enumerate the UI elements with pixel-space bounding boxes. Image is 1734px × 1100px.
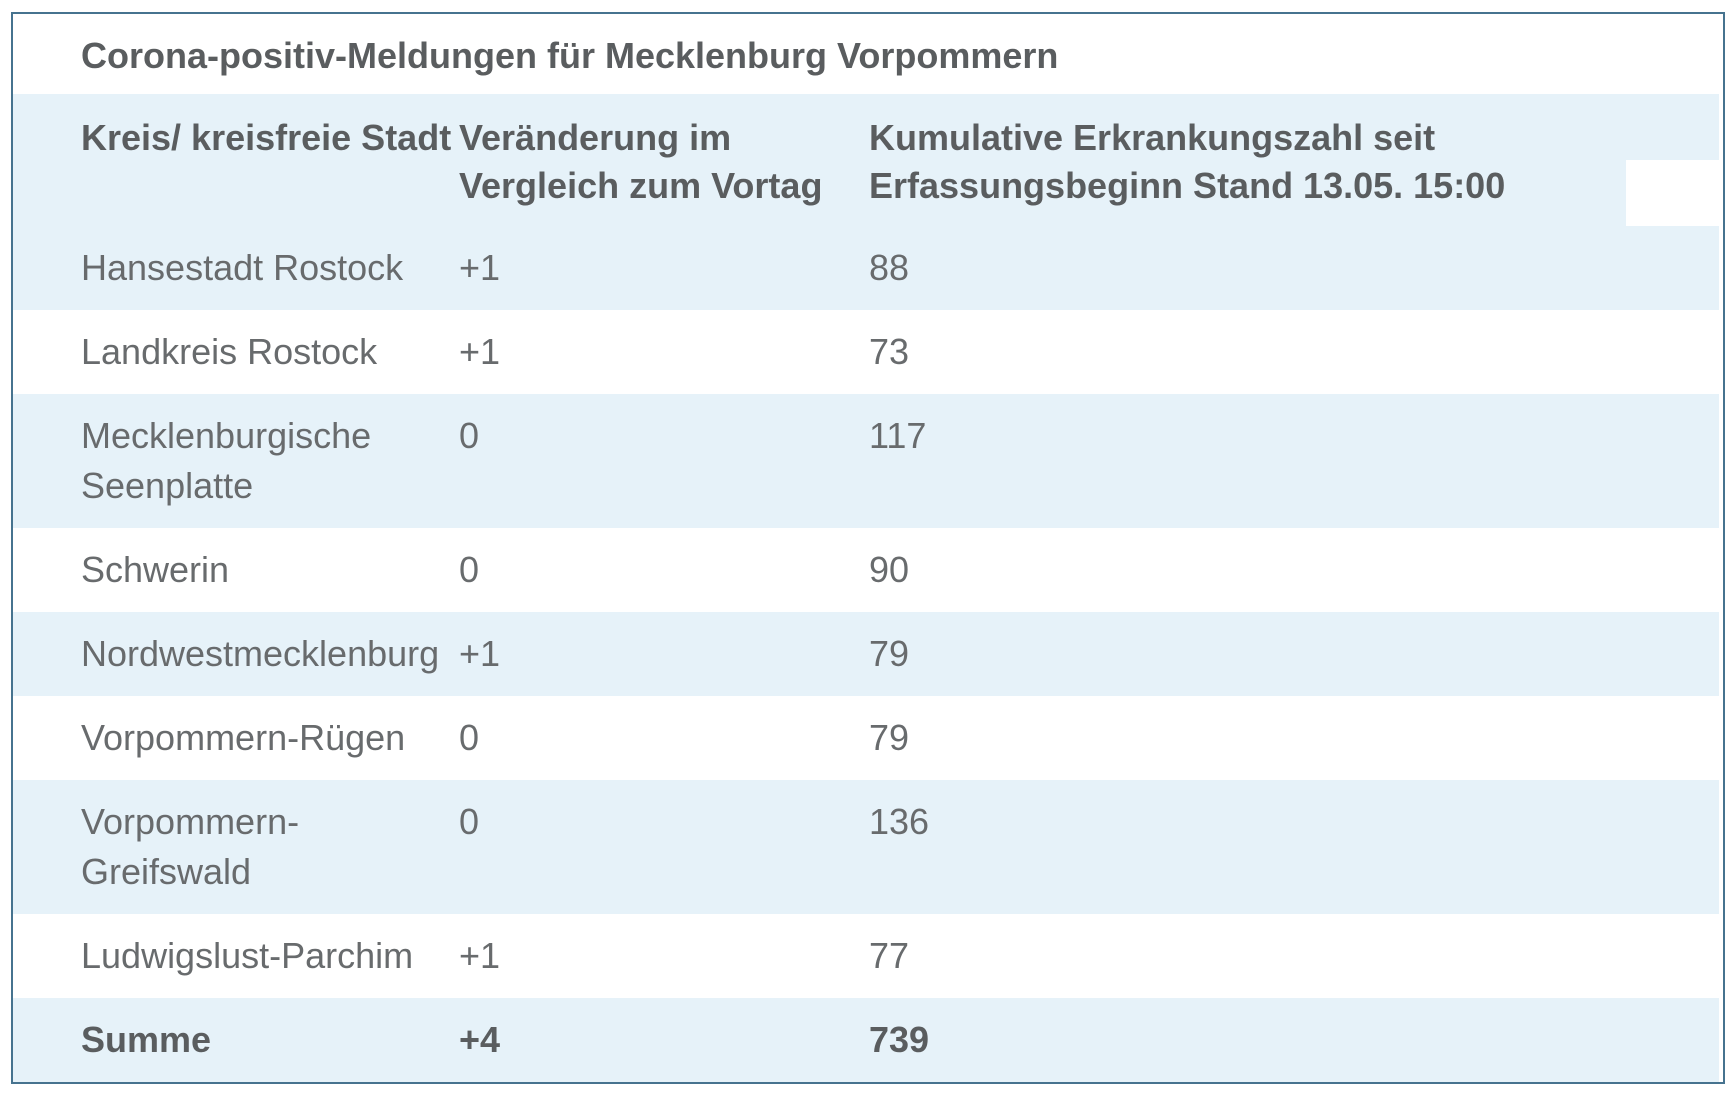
change-cell: 0 [459, 549, 480, 590]
table-row: Landkreis Rostock +1 73 [13, 310, 1719, 394]
header-row: Kreis/ kreisfreie Stadt Veränderung im V… [13, 94, 1719, 226]
change-cell: 0 [459, 415, 480, 456]
column-header-kumulativ: Kumulative Erkrankungszahl seit Erfassun… [869, 117, 1506, 206]
corona-table-card: Corona-positiv-Meldungen für Mecklenburg… [11, 12, 1725, 1084]
cumulative-cell: 79 [869, 633, 910, 674]
table-row: Schwerin 0 90 [13, 528, 1719, 612]
region-cell: Ludwigslust-Parchim [81, 935, 414, 976]
change-cell: +1 [459, 633, 501, 674]
change-cell: 0 [459, 801, 480, 842]
cumulative-cell: 79 [869, 717, 910, 758]
table-row: Ludwigslust-Parchim +1 77 [13, 914, 1719, 998]
change-cell: +1 [459, 247, 501, 288]
column-header-veraenderung: Veränderung im Vergleich zum Vortag [459, 117, 823, 206]
region-cell: Hansestadt Rostock [81, 247, 404, 288]
cumulative-cell: 88 [869, 247, 910, 288]
region-cell: Landkreis Rostock [81, 331, 378, 372]
table-row: Hansestadt Rostock +1 88 [13, 226, 1719, 310]
table-title: Corona-positiv-Meldungen für Mecklenburg… [13, 14, 1723, 94]
corona-data-table: Kreis/ kreisfreie Stadt Veränderung im V… [13, 94, 1719, 1082]
column-header-kreis: Kreis/ kreisfreie Stadt [81, 117, 452, 158]
region-cell: Schwerin [81, 549, 230, 590]
summary-cumulative: 739 [869, 1019, 930, 1060]
table-row: Mecklenburgische Seenplatte 0 117 [13, 394, 1719, 528]
table-row: Nordwestmecklenburg +1 79 [13, 612, 1719, 696]
column-header-empty [1626, 94, 1719, 226]
cumulative-cell: 117 [869, 415, 927, 456]
region-cell: Vorpommern-Rügen [81, 717, 406, 758]
cumulative-cell: 90 [869, 549, 910, 590]
change-cell: +1 [459, 935, 501, 976]
summary-row: Summe +4 739 [13, 998, 1719, 1082]
region-cell: Vorpommern-Greifswald [81, 801, 300, 892]
header-empty-cell [1626, 160, 1719, 226]
cumulative-cell: 77 [869, 935, 910, 976]
cumulative-cell: 136 [869, 801, 930, 842]
table-row: Vorpommern-Rügen 0 79 [13, 696, 1719, 780]
cumulative-cell: 73 [869, 331, 910, 372]
summary-change: +4 [459, 1019, 501, 1060]
table-row: Vorpommern-Greifswald 0 136 [13, 780, 1719, 914]
change-cell: 0 [459, 717, 480, 758]
region-cell: Mecklenburgische Seenplatte [81, 415, 372, 506]
region-cell: Nordwestmecklenburg [81, 633, 440, 674]
summary-label: Summe [81, 1019, 212, 1060]
change-cell: +1 [459, 331, 501, 372]
